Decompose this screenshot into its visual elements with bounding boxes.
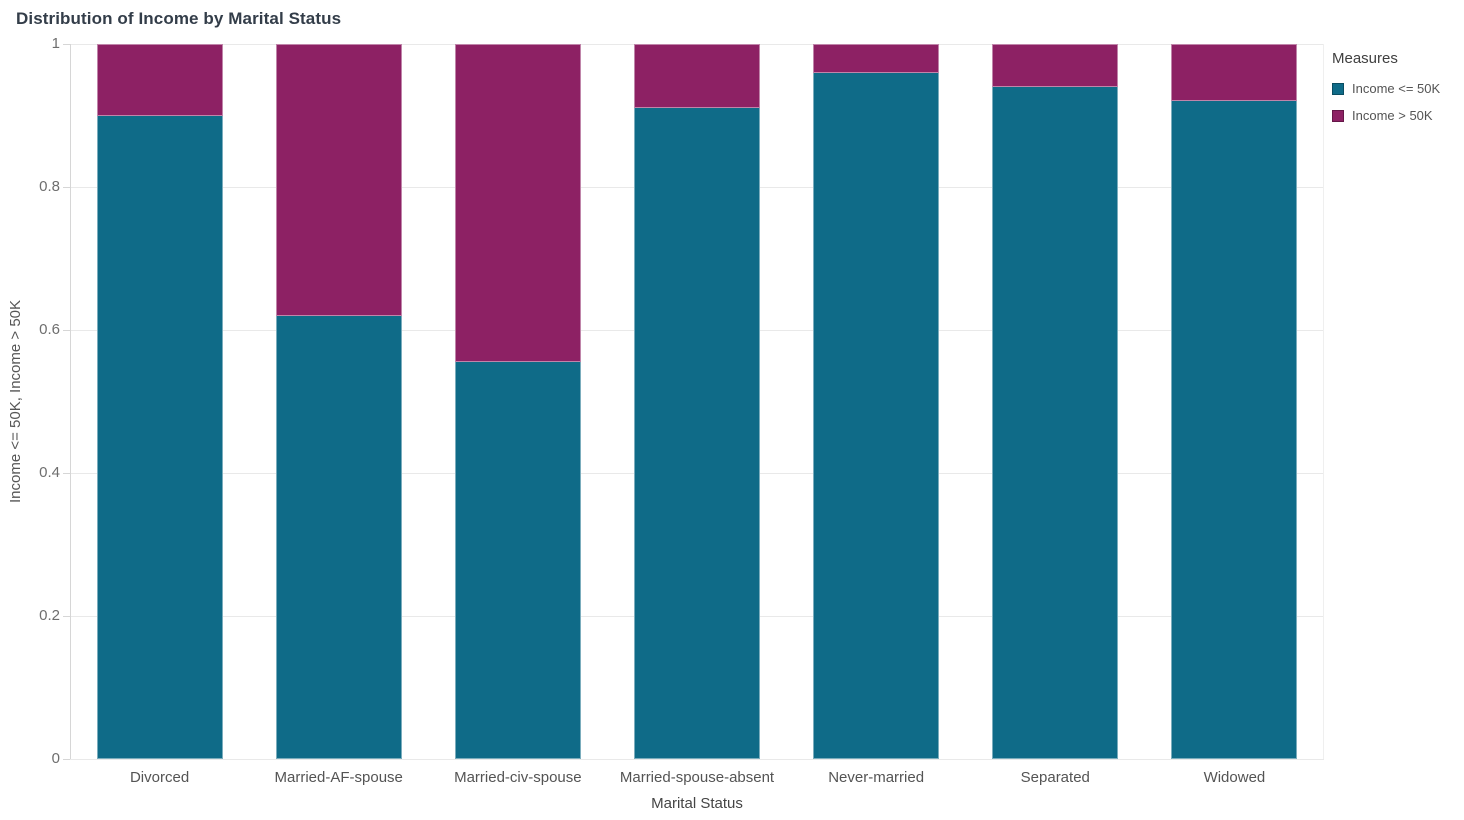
x-tick-label-married-spouse-absent: Married-spouse-absent xyxy=(619,769,775,786)
bar-married-civ-spouse-income-50k-segment[interactable] xyxy=(454,44,581,363)
y-tick-0.6 xyxy=(63,330,70,331)
legend-swatch-icon xyxy=(1332,82,1344,95)
x-tick-label-divorced: Divorced xyxy=(129,769,190,786)
y-tick-label-0.2: 0.2 xyxy=(39,607,60,624)
chart-title: Distribution of Income by Marital Status xyxy=(16,9,342,28)
bar-married-af-spouse-income-50k-segment[interactable] xyxy=(275,44,402,316)
legend-item-label: Income <= 50K xyxy=(1352,81,1441,96)
bar-married-civ-spouse-income-50k-segment[interactable] xyxy=(454,362,581,759)
x-tick-label-widowed: Widowed xyxy=(1203,769,1266,786)
bar-separated xyxy=(992,44,1119,759)
legend-title: Measures xyxy=(1332,50,1398,67)
bar-married-spouse-absent-income-50k-segment[interactable] xyxy=(634,108,760,759)
bar-divorced xyxy=(96,44,223,759)
y-axis-domain-line xyxy=(70,44,71,759)
plot-right-edge-line xyxy=(1323,44,1324,759)
legend: Measures Income <= 50K Income > 50K xyxy=(1332,50,1464,135)
bar-divorced-income-50k-segment[interactable] xyxy=(96,115,223,759)
y-tick-label-0.8: 0.8 xyxy=(39,178,60,195)
y-tick-label-0.6: 0.6 xyxy=(39,321,60,338)
bar-divorced-income-50k-segment[interactable] xyxy=(96,44,223,116)
bar-married-spouse-absent-income-50k-segment[interactable] xyxy=(634,44,760,109)
gridline-y-0 xyxy=(70,759,1324,760)
x-tick-label-separated: Separated xyxy=(1020,769,1090,786)
legend-item-income-50k[interactable]: Income > 50K xyxy=(1332,108,1464,123)
plot-area xyxy=(70,44,1324,760)
y-tick-label-1: 1 xyxy=(51,35,60,52)
legend-item-income-50k[interactable]: Income <= 50K xyxy=(1332,81,1464,96)
x-tick-label-married-af-spouse: Married-AF-spouse xyxy=(274,769,403,786)
bar-married-civ-spouse xyxy=(454,44,581,759)
bar-separated-income-50k-segment[interactable] xyxy=(992,86,1119,759)
x-tick-label-never-married: Never-married xyxy=(828,769,925,786)
bar-separated-income-50k-segment[interactable] xyxy=(992,44,1119,87)
legend-items: Income <= 50K Income > 50K xyxy=(1332,81,1464,123)
y-tick-0.8 xyxy=(63,187,70,188)
bar-married-af-spouse xyxy=(275,44,402,759)
y-tick-label-0.4: 0.4 xyxy=(39,464,60,481)
y-tick-0 xyxy=(63,759,70,760)
bar-married-af-spouse-income-50k-segment[interactable] xyxy=(275,315,402,759)
x-tick-label-married-civ-spouse: Married-civ-spouse xyxy=(454,769,582,786)
bar-widowed-income-50k-segment[interactable] xyxy=(1171,101,1298,759)
y-tick-0.4 xyxy=(63,473,70,474)
bar-never-married-income-50k-segment[interactable] xyxy=(813,72,940,759)
bar-married-spouse-absent xyxy=(634,44,760,759)
legend-swatch-icon xyxy=(1332,109,1344,122)
legend-item-label: Income > 50K xyxy=(1352,108,1433,123)
x-axis-title: Marital Status xyxy=(651,795,743,812)
y-tick-1 xyxy=(63,44,70,45)
bar-widowed-income-50k-segment[interactable] xyxy=(1171,44,1298,102)
bar-never-married xyxy=(813,44,940,759)
y-tick-0.2 xyxy=(63,616,70,617)
y-tick-label-0: 0 xyxy=(51,750,60,767)
y-axis-title-box: Income <= 50K, Income > 50K xyxy=(0,44,32,759)
bar-widowed xyxy=(1171,44,1298,759)
bar-never-married-income-50k-segment[interactable] xyxy=(813,44,940,73)
